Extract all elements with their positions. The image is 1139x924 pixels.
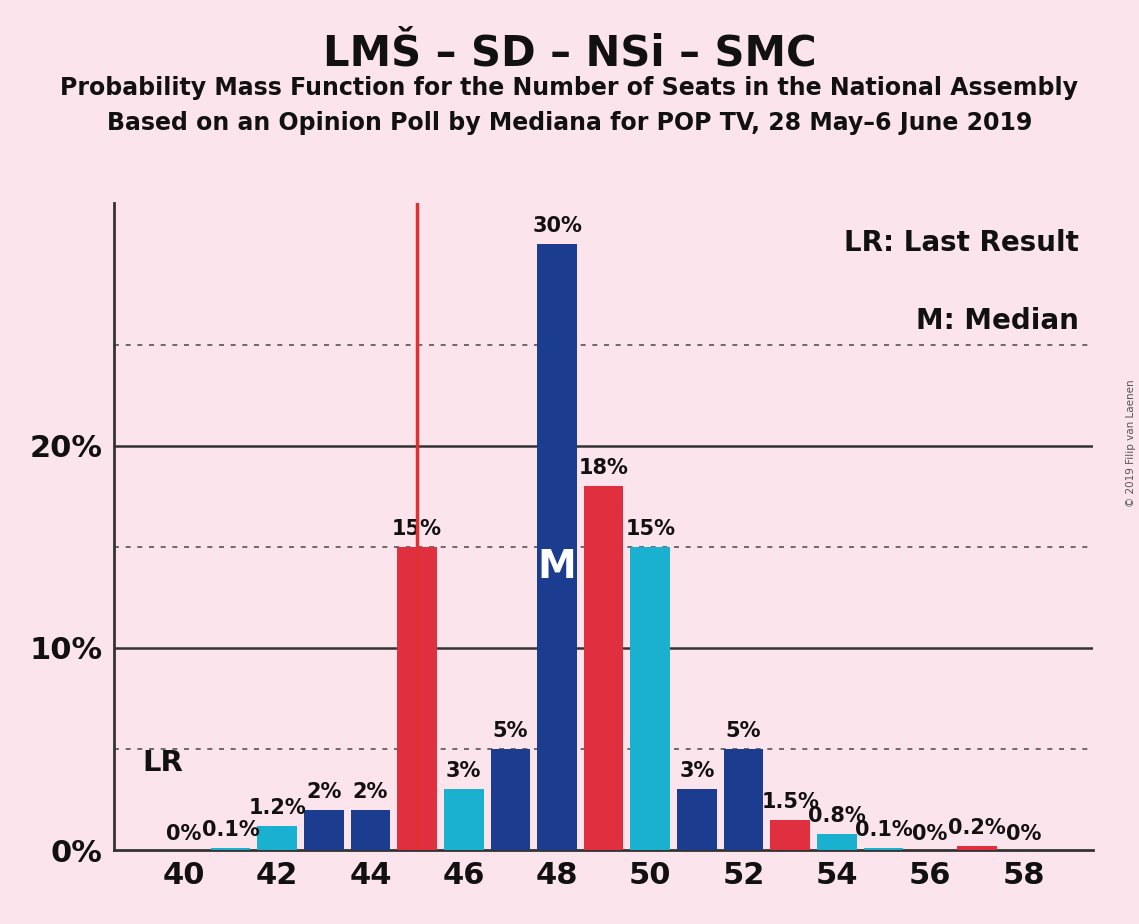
Bar: [351, 809, 391, 850]
Text: 3%: 3%: [446, 761, 482, 782]
Bar: [631, 547, 670, 850]
Text: 0.2%: 0.2%: [948, 818, 1006, 838]
Text: 15%: 15%: [392, 518, 442, 539]
Text: M: Median: M: Median: [916, 307, 1079, 334]
Bar: [677, 789, 716, 850]
Text: 30%: 30%: [532, 215, 582, 236]
Bar: [863, 848, 903, 850]
Bar: [491, 749, 531, 850]
Text: 2%: 2%: [306, 782, 342, 801]
Bar: [538, 244, 576, 850]
Text: 0.1%: 0.1%: [202, 820, 260, 840]
Text: 3%: 3%: [679, 761, 714, 782]
Bar: [584, 486, 623, 850]
Bar: [817, 833, 857, 850]
Text: LR: LR: [142, 749, 182, 777]
Text: 0.1%: 0.1%: [854, 820, 912, 840]
Text: 1.5%: 1.5%: [761, 792, 819, 811]
Text: 5%: 5%: [493, 721, 528, 741]
Bar: [398, 547, 437, 850]
Text: 15%: 15%: [625, 518, 675, 539]
Bar: [723, 749, 763, 850]
Bar: [444, 789, 484, 850]
Text: 0.8%: 0.8%: [808, 806, 866, 826]
Text: M: M: [538, 548, 576, 586]
Bar: [304, 809, 344, 850]
Bar: [257, 826, 297, 850]
Text: 2%: 2%: [353, 782, 388, 801]
Bar: [957, 846, 997, 850]
Bar: [770, 820, 810, 850]
Bar: [211, 848, 251, 850]
Text: 0%: 0%: [166, 824, 202, 844]
Text: 0%: 0%: [1006, 824, 1041, 844]
Text: Probability Mass Function for the Number of Seats in the National Assembly: Probability Mass Function for the Number…: [60, 76, 1079, 100]
Text: 0%: 0%: [912, 824, 948, 844]
Text: LMŠ – SD – NSi – SMC: LMŠ – SD – NSi – SMC: [322, 32, 817, 74]
Text: LR: Last Result: LR: Last Result: [844, 229, 1079, 257]
Text: 5%: 5%: [726, 721, 761, 741]
Text: 1.2%: 1.2%: [248, 797, 306, 818]
Text: 18%: 18%: [579, 458, 629, 479]
Text: © 2019 Filip van Laenen: © 2019 Filip van Laenen: [1126, 380, 1136, 507]
Text: Based on an Opinion Poll by Mediana for POP TV, 28 May–6 June 2019: Based on an Opinion Poll by Mediana for …: [107, 111, 1032, 135]
